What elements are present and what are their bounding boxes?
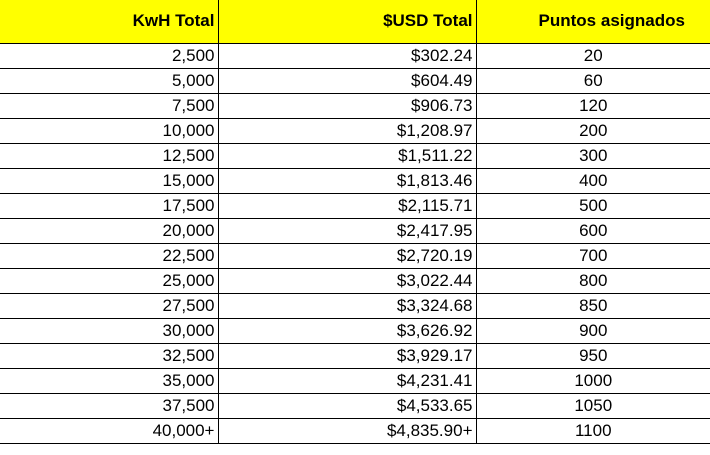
- usd-cell[interactable]: $2,417.95: [217, 218, 477, 244]
- table-row: 40,000+ $4,835.90+ 1100: [0, 418, 710, 444]
- kwh-cell[interactable]: 22,500: [0, 243, 219, 269]
- table-row: 10,000 $1,208.97 200: [0, 118, 710, 144]
- usd-cell[interactable]: $4,231.41: [217, 368, 477, 394]
- points-cell[interactable]: 60: [475, 68, 710, 94]
- usd-cell[interactable]: $4,835.90+: [217, 418, 477, 444]
- table-body: 2,500 $302.24 20 5,000 $604.49 60 7,500 $906.73…: [0, 43, 710, 444]
- table-row: 15,000 $1,813.46 400: [0, 168, 710, 194]
- usd-cell[interactable]: $1,511.22: [217, 143, 477, 169]
- table-row: 32,500 $3,929.17 950: [0, 343, 710, 369]
- table-row: 5,000 $604.49 60: [0, 68, 710, 94]
- points-cell[interactable]: 950: [475, 343, 710, 369]
- kwh-cell[interactable]: 12,500: [0, 143, 219, 169]
- header-usd-total[interactable]: $USD Total: [217, 0, 477, 44]
- kwh-cell[interactable]: 20,000: [0, 218, 219, 244]
- header-row: KwH Total $USD Total Puntos asignados: [0, 0, 710, 44]
- kwh-cell[interactable]: 2,500: [0, 43, 219, 69]
- points-cell[interactable]: 1100: [475, 418, 710, 444]
- table-row: 37,500 $4,533.65 1050: [0, 393, 710, 419]
- kwh-cell[interactable]: 32,500: [0, 343, 219, 369]
- points-cell[interactable]: 600: [475, 218, 710, 244]
- points-cell[interactable]: 120: [475, 93, 710, 119]
- usd-cell[interactable]: $1,208.97: [217, 118, 477, 144]
- table-row: 7,500 $906.73 120: [0, 93, 710, 119]
- points-cell[interactable]: 800: [475, 268, 710, 294]
- usd-cell[interactable]: $3,022.44: [217, 268, 477, 294]
- kwh-cell[interactable]: 25,000: [0, 268, 219, 294]
- kwh-cell[interactable]: 15,000: [0, 168, 219, 194]
- points-cell[interactable]: 900: [475, 318, 710, 344]
- kwh-cell[interactable]: 10,000: [0, 118, 219, 144]
- table-row: 2,500 $302.24 20: [0, 43, 710, 69]
- points-table: KwH Total $USD Total Puntos asignados 2,…: [0, 0, 710, 444]
- kwh-cell[interactable]: 35,000: [0, 368, 219, 394]
- header-kwh-total[interactable]: KwH Total: [0, 0, 219, 44]
- table-row: 30,000 $3,626.92 900: [0, 318, 710, 344]
- kwh-cell[interactable]: 37,500: [0, 393, 219, 419]
- points-cell[interactable]: 850: [475, 293, 710, 319]
- usd-cell[interactable]: $3,324.68: [217, 293, 477, 319]
- usd-cell[interactable]: $2,720.19: [217, 243, 477, 269]
- table-row: 17,500 $2,115.71 500: [0, 193, 710, 219]
- kwh-cell[interactable]: 5,000: [0, 68, 219, 94]
- usd-cell[interactable]: $4,533.65: [217, 393, 477, 419]
- points-cell[interactable]: 20: [475, 43, 710, 69]
- points-cell[interactable]: 1000: [475, 368, 710, 394]
- header-puntos-asignados[interactable]: Puntos asignados: [475, 0, 710, 44]
- points-cell[interactable]: 200: [475, 118, 710, 144]
- usd-cell[interactable]: $2,115.71: [217, 193, 477, 219]
- table-row: 12,500 $1,511.22 300: [0, 143, 710, 169]
- kwh-cell[interactable]: 7,500: [0, 93, 219, 119]
- table-row: 35,000 $4,231.41 1000: [0, 368, 710, 394]
- table-row: 22,500 $2,720.19 700: [0, 243, 710, 269]
- points-cell[interactable]: 1050: [475, 393, 710, 419]
- usd-cell[interactable]: $3,626.92: [217, 318, 477, 344]
- kwh-cell[interactable]: 30,000: [0, 318, 219, 344]
- kwh-cell[interactable]: 27,500: [0, 293, 219, 319]
- kwh-cell[interactable]: 40,000+: [0, 418, 219, 444]
- table-row: 20,000 $2,417.95 600: [0, 218, 710, 244]
- points-cell[interactable]: 700: [475, 243, 710, 269]
- points-cell[interactable]: 400: [475, 168, 710, 194]
- usd-cell[interactable]: $604.49: [217, 68, 477, 94]
- table-row: 27,500 $3,324.68 850: [0, 293, 710, 319]
- kwh-cell[interactable]: 17,500: [0, 193, 219, 219]
- usd-cell[interactable]: $3,929.17: [217, 343, 477, 369]
- points-cell[interactable]: 500: [475, 193, 710, 219]
- usd-cell[interactable]: $906.73: [217, 93, 477, 119]
- table-row: 25,000 $3,022.44 800: [0, 268, 710, 294]
- usd-cell[interactable]: $1,813.46: [217, 168, 477, 194]
- points-cell[interactable]: 300: [475, 143, 710, 169]
- usd-cell[interactable]: $302.24: [217, 43, 477, 69]
